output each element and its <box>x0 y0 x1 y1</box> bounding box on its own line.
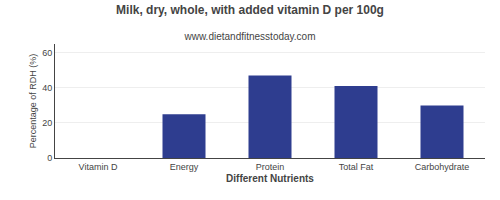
svg-text:Carbohydrate: Carbohydrate <box>415 162 470 172</box>
svg-text:40: 40 <box>42 83 52 93</box>
svg-text:0: 0 <box>47 153 52 163</box>
svg-text:Milk, dry, whole, with added v: Milk, dry, whole, with added vitamin D p… <box>116 3 384 17</box>
svg-text:www.dietandfitnesstoday.com: www.dietandfitnesstoday.com <box>184 31 316 42</box>
svg-text:Different Nutrients: Different Nutrients <box>226 173 314 184</box>
svg-text:Total Fat: Total Fat <box>339 162 374 172</box>
svg-text:Energy: Energy <box>170 162 199 172</box>
svg-text:60: 60 <box>42 48 52 58</box>
svg-text:Protein: Protein <box>256 162 285 172</box>
svg-text:20: 20 <box>42 118 52 128</box>
svg-text:Percentage of RDH (%): Percentage of RDH (%) <box>28 54 38 149</box>
svg-text:Vitamin D: Vitamin D <box>79 162 118 172</box>
